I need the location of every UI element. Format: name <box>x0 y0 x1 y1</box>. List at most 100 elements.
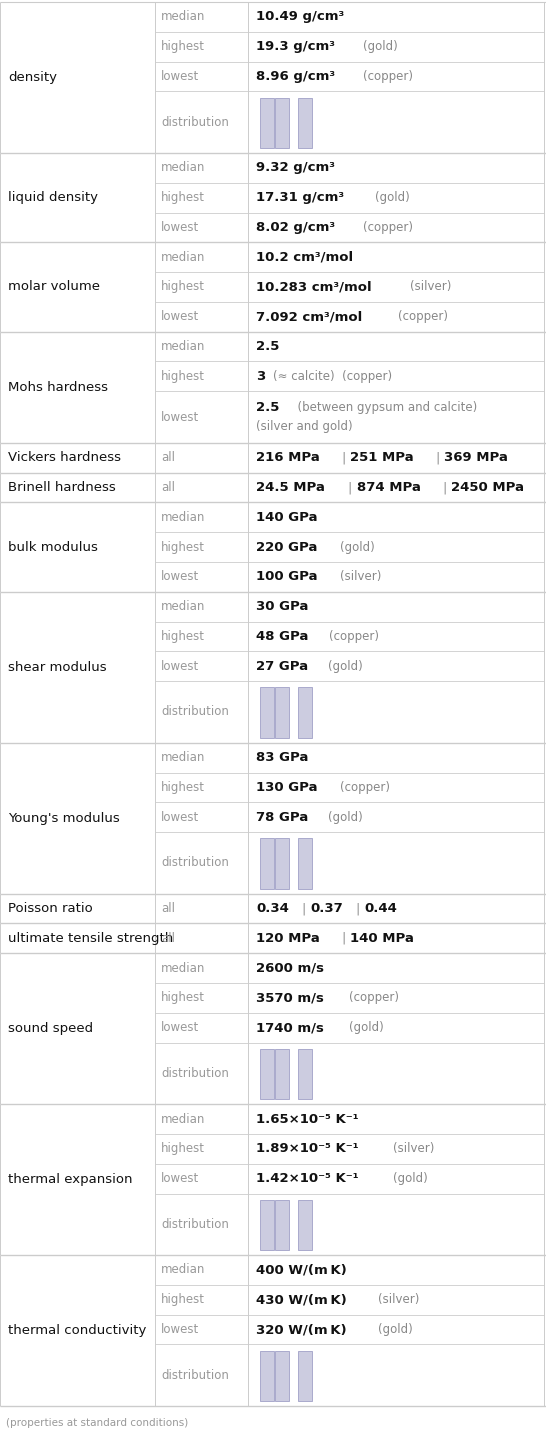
Text: |: | <box>442 480 446 493</box>
Text: 48 GPa: 48 GPa <box>256 631 308 644</box>
Text: Vickers hardness: Vickers hardness <box>8 452 121 465</box>
Text: Young's modulus: Young's modulus <box>8 812 120 825</box>
Text: (properties at standard conditions): (properties at standard conditions) <box>6 1419 188 1429</box>
Text: highest: highest <box>161 541 205 553</box>
Text: median: median <box>161 10 205 23</box>
Text: (copper): (copper) <box>363 70 413 83</box>
Bar <box>260 1048 274 1100</box>
Bar <box>298 1200 312 1250</box>
Text: |: | <box>341 452 346 465</box>
Text: 0.37: 0.37 <box>310 902 343 915</box>
Text: (gold): (gold) <box>329 811 363 824</box>
Text: 430 W/(m K): 430 W/(m K) <box>256 1293 347 1306</box>
Text: Poisson ratio: Poisson ratio <box>8 902 93 915</box>
Text: lowest: lowest <box>161 70 199 83</box>
Text: lowest: lowest <box>161 410 199 423</box>
Text: (gold): (gold) <box>375 192 410 204</box>
Text: 1740 m/s: 1740 m/s <box>256 1021 324 1034</box>
Bar <box>275 97 289 147</box>
Text: 400 W/(m K): 400 W/(m K) <box>256 1264 347 1277</box>
Text: 874 MPa: 874 MPa <box>357 480 420 493</box>
Text: |: | <box>301 902 306 915</box>
Text: all: all <box>161 902 175 915</box>
Text: bulk modulus: bulk modulus <box>8 541 98 553</box>
Text: median: median <box>161 340 205 353</box>
Text: 216 MPa: 216 MPa <box>256 452 320 465</box>
Text: 1.89×10⁻⁵ K⁻¹: 1.89×10⁻⁵ K⁻¹ <box>256 1143 359 1155</box>
Text: 2.5: 2.5 <box>256 340 280 353</box>
Text: median: median <box>161 162 205 174</box>
Text: sound speed: sound speed <box>8 1022 93 1035</box>
Text: distribution: distribution <box>161 705 229 718</box>
Text: 1.42×10⁻⁵ K⁻¹: 1.42×10⁻⁵ K⁻¹ <box>256 1173 359 1185</box>
Text: (gold): (gold) <box>378 1323 413 1336</box>
Text: 100 GPa: 100 GPa <box>256 571 318 583</box>
Text: lowest: lowest <box>161 1173 199 1185</box>
Text: 10.2 cm³/mol: 10.2 cm³/mol <box>256 250 353 263</box>
Text: lowest: lowest <box>161 1021 199 1034</box>
Text: 3570 m/s: 3570 m/s <box>256 991 324 1004</box>
Text: 83 GPa: 83 GPa <box>256 751 308 764</box>
Text: (between gypsum and calcite): (between gypsum and calcite) <box>290 402 477 415</box>
Bar <box>275 838 289 888</box>
Text: 27 GPa: 27 GPa <box>256 659 308 672</box>
Text: 220 GPa: 220 GPa <box>256 541 317 553</box>
Text: lowest: lowest <box>161 811 199 824</box>
Text: 320 W/(m K): 320 W/(m K) <box>256 1323 347 1336</box>
Text: |: | <box>341 932 346 945</box>
Text: (silver and gold): (silver and gold) <box>256 420 353 433</box>
Text: 78 GPa: 78 GPa <box>256 811 308 824</box>
Text: (≈ calcite)  (copper): (≈ calcite) (copper) <box>273 370 392 383</box>
Text: (silver): (silver) <box>340 571 382 583</box>
Bar <box>298 1048 312 1100</box>
Text: lowest: lowest <box>161 220 199 235</box>
Text: median: median <box>161 751 205 764</box>
Bar <box>260 688 274 738</box>
Text: all: all <box>161 932 175 945</box>
Text: thermal expansion: thermal expansion <box>8 1173 133 1185</box>
Text: (silver): (silver) <box>410 280 452 293</box>
Bar <box>275 1200 289 1250</box>
Text: distribution: distribution <box>161 857 229 869</box>
Text: median: median <box>161 601 205 613</box>
Text: highest: highest <box>161 280 205 293</box>
Text: highest: highest <box>161 781 205 794</box>
Text: 2450 MPa: 2450 MPa <box>450 480 524 493</box>
Text: 19.3 g/cm³: 19.3 g/cm³ <box>256 40 335 53</box>
Text: ultimate tensile strength: ultimate tensile strength <box>8 932 173 945</box>
Text: (gold): (gold) <box>328 659 363 672</box>
Text: (copper): (copper) <box>348 991 399 1004</box>
Text: 140 MPa: 140 MPa <box>350 932 414 945</box>
Bar <box>260 1200 274 1250</box>
Text: (copper): (copper) <box>398 310 448 323</box>
Bar <box>275 1048 289 1100</box>
Text: Mohs hardness: Mohs hardness <box>8 380 108 393</box>
Text: 120 MPa: 120 MPa <box>256 932 320 945</box>
Text: (copper): (copper) <box>363 220 413 235</box>
Text: 0.34: 0.34 <box>256 902 289 915</box>
Text: 130 GPa: 130 GPa <box>256 781 318 794</box>
Text: 2600 m/s: 2600 m/s <box>256 961 324 975</box>
Text: all: all <box>161 480 175 493</box>
Text: all: all <box>161 452 175 465</box>
Text: liquid density: liquid density <box>8 192 98 204</box>
Text: 7.092 cm³/mol: 7.092 cm³/mol <box>256 310 362 323</box>
Bar <box>298 688 312 738</box>
Text: 2.5: 2.5 <box>256 402 280 415</box>
Bar <box>275 688 289 738</box>
Text: thermal conductivity: thermal conductivity <box>8 1324 146 1337</box>
Text: 369 MPa: 369 MPa <box>444 452 508 465</box>
Text: median: median <box>161 250 205 263</box>
Text: distribution: distribution <box>161 116 229 129</box>
Bar <box>260 1350 274 1401</box>
Text: (gold): (gold) <box>363 40 397 53</box>
Bar <box>260 838 274 888</box>
Text: shear modulus: shear modulus <box>8 661 106 674</box>
Bar <box>298 838 312 888</box>
Text: (copper): (copper) <box>340 781 390 794</box>
Text: distribution: distribution <box>161 1369 229 1381</box>
Text: 251 MPa: 251 MPa <box>350 452 413 465</box>
Text: lowest: lowest <box>161 659 199 672</box>
Bar <box>275 1350 289 1401</box>
Text: |: | <box>355 902 360 915</box>
